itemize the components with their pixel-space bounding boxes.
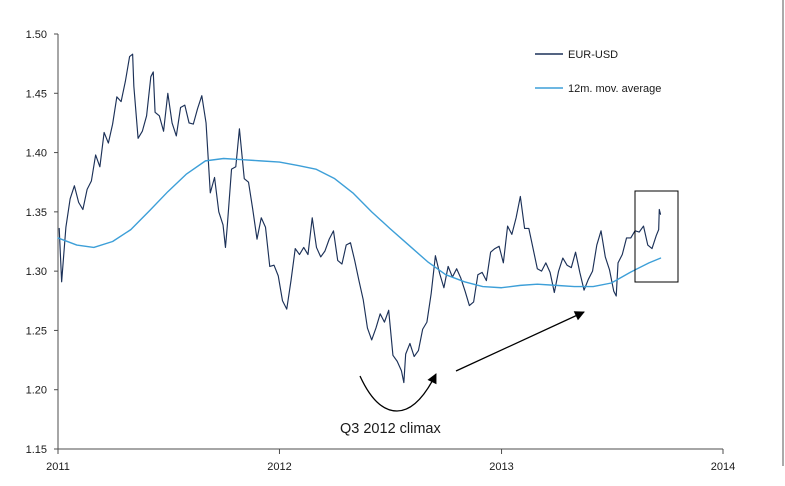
series-line-eur-usd (58, 53, 662, 384)
x-tick-label: 2011 (46, 461, 70, 473)
trend-arrow (455, 311, 585, 372)
curved-arrow (359, 373, 437, 412)
x-tick-label: 2014 (711, 461, 735, 473)
series-line-12m-mov-average (57, 157, 662, 289)
y-tick-label: 1.45 (26, 88, 47, 100)
y-tick-label: 1.30 (26, 266, 47, 278)
x-tick-label: 2012 (267, 461, 291, 473)
highlight-box (634, 190, 679, 283)
plot-series (57, 53, 662, 384)
legend: EUR-USD 12m. mov. average (535, 49, 661, 95)
y-tick-label: 1.25 (26, 325, 47, 337)
y-tick-label: 1.20 (26, 385, 47, 397)
y-tick-label: 1.40 (26, 148, 47, 160)
x-axis-ticks: 2011 2012 2013 2014 (46, 449, 735, 473)
legend-label-moving-average: 12m. mov. average (568, 83, 661, 95)
y-axis-ticks: 1.15 1.20 1.25 1.30 1.35 1.40 1.45 1.50 (26, 29, 58, 456)
legend-label-eur-usd: EUR-USD (568, 49, 618, 61)
y-tick-label: 1.15 (26, 444, 47, 456)
y-tick-label: 1.35 (26, 207, 47, 219)
x-tick-label: 2013 (489, 461, 513, 473)
annotation-label: Q3 2012 climax (340, 421, 441, 437)
y-tick-label: 1.50 (26, 29, 47, 41)
